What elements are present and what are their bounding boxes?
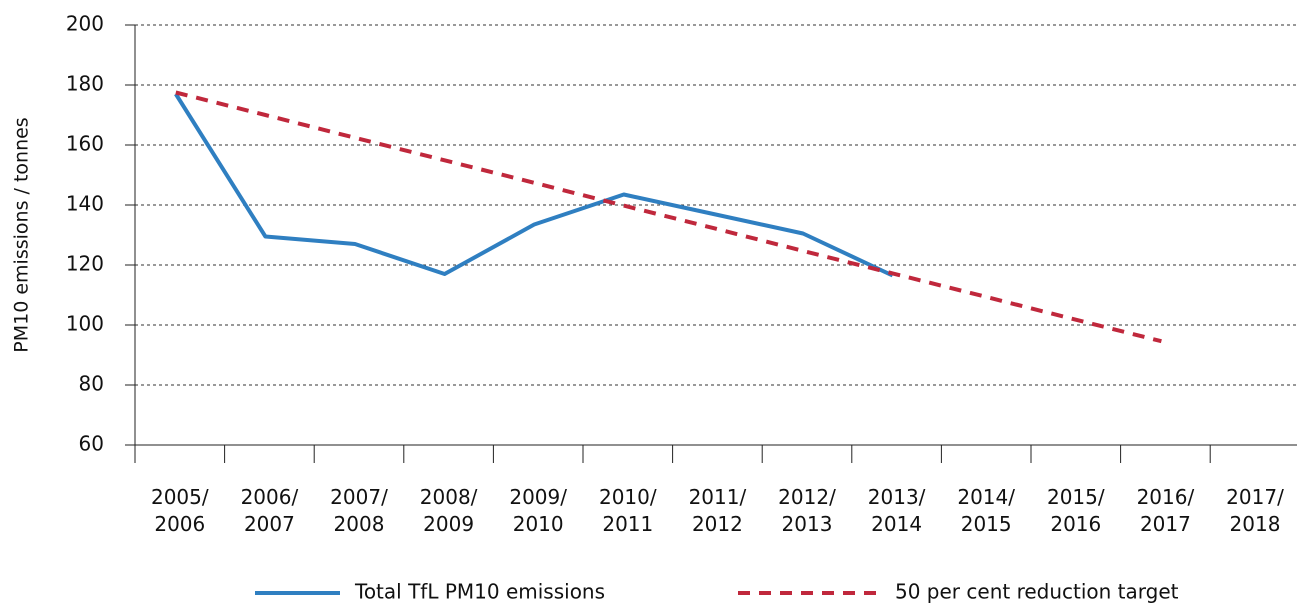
- y-tick-label: 60: [79, 432, 104, 456]
- y-tick-label: 180: [66, 72, 104, 96]
- x-tick-label: 2012/ 2013: [778, 485, 836, 536]
- y-tick-label: 160: [66, 132, 104, 156]
- x-tick-label: 2006/ 2007: [240, 485, 299, 536]
- y-tick-label: 80: [79, 372, 104, 396]
- x-tick-label: 2015/ 2016: [1046, 485, 1105, 536]
- x-tick-label: 2007/ 2008: [330, 485, 388, 536]
- x-tick-label: 2014/ 2015: [957, 485, 1015, 536]
- legend-label: Total TfL PM10 emissions: [354, 580, 605, 604]
- y-axis-label: PM10 emissions / tonnes: [11, 117, 33, 352]
- y-tick-label: 120: [66, 252, 104, 276]
- legend-label: 50 per cent reduction target: [895, 580, 1179, 604]
- y-tick-label: 140: [66, 192, 104, 216]
- x-tick-label: 2005/ 2006: [150, 485, 209, 536]
- series-line: [174, 92, 894, 278]
- x-tick-label: 2016/ 2017: [1136, 485, 1195, 536]
- x-tick-label: 2009/ 2010: [509, 485, 567, 536]
- x-tick-label: 2008/ 2009: [419, 485, 478, 536]
- x-tick-label: 2017/ 2018: [1226, 485, 1284, 536]
- y-tick-label: 100: [66, 312, 104, 336]
- y-tick-label: 200: [66, 12, 104, 36]
- series-line: [175, 90, 1162, 344]
- x-tick-label: 2010/ 2011: [598, 485, 657, 536]
- x-tick-label: 2013/ 2014: [867, 485, 926, 536]
- x-tick-label: 2011/ 2012: [688, 485, 747, 536]
